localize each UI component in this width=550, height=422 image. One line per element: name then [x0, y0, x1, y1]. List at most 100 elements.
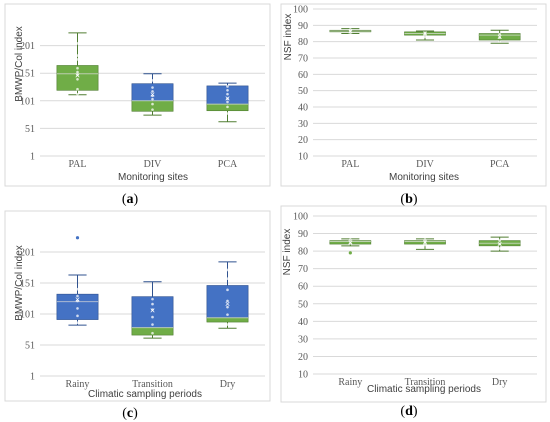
panel-c-dry-data-point — [226, 299, 229, 303]
panel-b-pca-data-point — [498, 40, 501, 43]
panel-a-div-data-point — [151, 94, 154, 98]
panel-d-rainy-mean-marker: × — [348, 237, 353, 247]
panel-c-ylabel: BMWP/Col index — [14, 245, 25, 321]
panel-c-caption-letter: c — [127, 406, 133, 421]
panel-b-xtick-label: DIV — [416, 159, 435, 170]
panel-d-dry-mean-marker: × — [497, 239, 502, 249]
panel-d-transition-mean-marker: × — [422, 237, 427, 247]
panel-a-pal-data-point — [76, 87, 79, 91]
panel-a: BMWP/Col index Monitoring sites 15110115… — [4, 3, 271, 187]
panel-d-rainy-outlier-point — [348, 251, 352, 255]
panel-c-dry-lower-box — [206, 317, 249, 323]
panel-c-dry-data-point — [226, 288, 229, 292]
panel-c-dry-mean-marker: × — [225, 299, 230, 309]
panel-d-xlabel: Climatic sampling periods — [367, 384, 481, 395]
panel-b-pal-data-point — [349, 28, 352, 31]
panel-d-caption: (d) — [400, 404, 417, 419]
panel-a-pca-data-point — [226, 100, 229, 104]
panel-b-ytick-label: 80 — [298, 37, 308, 48]
panel-d-rainy-data-point — [349, 238, 352, 241]
panel-a-pal-data-point — [76, 70, 79, 74]
panel-b-div-data-point — [423, 31, 427, 34]
panel-c-xtick-label: Dry — [220, 379, 236, 390]
panel-a-div-data-point — [151, 86, 154, 89]
panel-a-div-data-point — [151, 90, 154, 93]
panel-b-ytick-label: 30 — [298, 119, 308, 130]
panel-a-pca-data-point — [226, 92, 229, 96]
panel-a-ylabel: BMWP/Col index — [14, 26, 25, 102]
panel-c-rainy-data-point — [76, 307, 79, 310]
panel-a-div-data-point — [151, 79, 154, 82]
panel-a-xlabel: Monitoring sites — [118, 172, 188, 183]
panel-d-dry-data-point — [498, 247, 501, 250]
panel-b-ytick-label: 100 — [293, 5, 308, 16]
panel-d-xtick-label: Dry — [492, 377, 508, 388]
panel-c-ytick-label: 1 — [30, 372, 35, 383]
panel-d-ytick-label: 70 — [298, 264, 308, 275]
panel-c-rainy-data-point — [76, 314, 79, 318]
panel-c-rainy-data-point — [76, 294, 79, 298]
panel-c-dry-data-point — [226, 313, 229, 316]
panel-c-dry-data-point — [226, 323, 229, 326]
panel-c-caption: (c) — [122, 406, 138, 421]
panel-c-rainy-data-point — [76, 321, 79, 324]
panel-d-ytick-label: 20 — [298, 352, 308, 363]
panel-a-ytick-label: 151 — [20, 69, 35, 80]
panel-a-pal-data-point — [76, 54, 79, 57]
panel-d-transition-data-point — [423, 241, 427, 244]
panel-b-caption: (b) — [400, 192, 417, 207]
panel-b-ylabel: NSF index — [283, 14, 294, 61]
panel-d-ytick-label: 100 — [293, 212, 308, 223]
panel-a-caption: (a) — [122, 192, 139, 207]
panel-d-ytick-label: 50 — [298, 299, 308, 310]
panel-b-xtick-label: PCA — [490, 159, 510, 170]
panel-d-caption-letter: d — [405, 404, 413, 419]
panel-c-ytick-label: 151 — [20, 279, 35, 290]
panel-b-xlabel: Monitoring sites — [389, 172, 459, 183]
panel-a-ytick-label: 1 — [30, 152, 35, 163]
panel-b-pca-data-point — [498, 33, 501, 36]
panel-d-ytick-label: 80 — [298, 247, 308, 258]
panel-d-dry-data-point — [498, 239, 501, 242]
panel-b-pca-data-point — [498, 36, 501, 39]
panel-d-ytick-label: 30 — [298, 334, 308, 345]
panel-c-ytick-label: 201 — [20, 248, 35, 259]
panel-b-ytick-label: 90 — [298, 21, 308, 32]
panel-a-caption-letter: a — [127, 192, 134, 207]
panel-b-ytick-label: 40 — [298, 103, 308, 114]
panel-a-ytick-label: 51 — [25, 124, 35, 135]
panel-a-pca-data-point — [226, 105, 229, 109]
panel-a-pal-data-point — [76, 73, 79, 77]
panel-b-ytick-label: 70 — [298, 54, 308, 65]
panel-a-pal-mean-marker: × — [75, 70, 80, 80]
panel-a-pal-data-point — [76, 58, 79, 61]
panel-b-div-mean-marker: × — [422, 29, 427, 39]
panel-b-ytick-label: 50 — [298, 86, 308, 97]
panel-d-rainy-data-point — [349, 241, 352, 245]
panel-a-ytick-label: 201 — [20, 41, 35, 52]
panel-a-pal-data-point — [76, 66, 79, 70]
panel-d: NSF index Climatic sampling periods 10 20… — [280, 205, 547, 403]
panel-c-transition-data-point — [151, 315, 154, 319]
panel-d-ylabel: NSF index — [282, 229, 293, 276]
panel-d-transition-data-point — [423, 238, 427, 241]
panel-b-ytick-label: 10 — [298, 152, 308, 163]
panel-d-ytick-label: 90 — [298, 229, 308, 240]
panel-c-xtick-label: Rainy — [66, 379, 90, 390]
panel-c-transition-data-point — [151, 323, 154, 326]
panel-a-xtick-label: DIV — [144, 159, 163, 170]
panel-a-pal-data-point — [76, 92, 79, 96]
panel-c-transition-data-point — [151, 297, 154, 301]
panel-a-div-mean-marker: × — [150, 90, 155, 100]
panel-a-xtick-label: PAL — [69, 159, 87, 170]
panel-c-transition-mean-marker: × — [150, 305, 155, 315]
panel-a-pca-data-point — [226, 112, 229, 115]
panel-d-xtick-label: Transition — [405, 377, 446, 388]
panel-a-div-data-point — [151, 108, 154, 111]
panel-c-dry-data-point — [226, 268, 229, 272]
panel-c-rainy-data-point — [76, 287, 79, 291]
panel-b-caption-letter: b — [405, 192, 413, 207]
panel-d-transition-data-point — [423, 243, 427, 247]
panel-c-rainy-mean-marker: × — [75, 295, 80, 305]
panel-a-pal-data-point — [76, 77, 79, 81]
